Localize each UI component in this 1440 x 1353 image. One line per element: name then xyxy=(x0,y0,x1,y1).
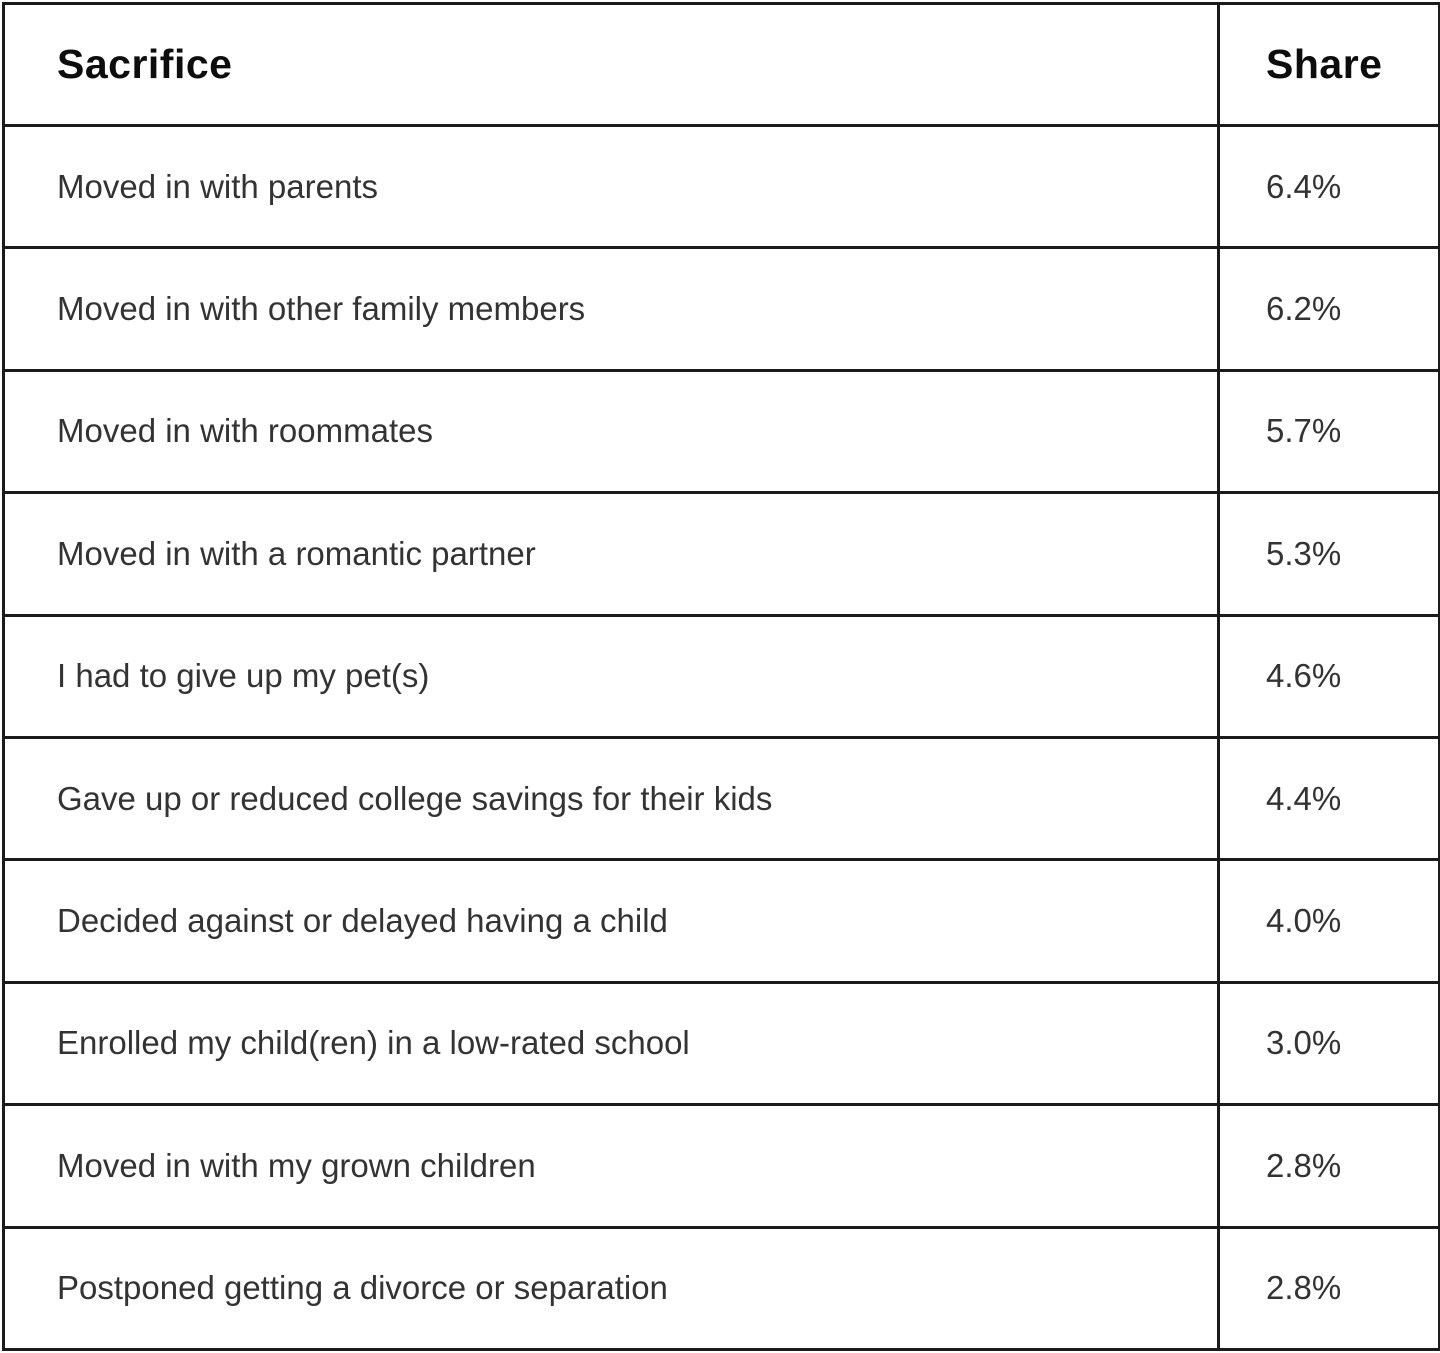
sacrifice-cell: Enrolled my child(ren) in a low-rated sc… xyxy=(2,980,1220,1107)
table-row: Moved in with parents 6.4% xyxy=(2,123,1440,250)
share-cell: 2.8% xyxy=(1217,1103,1440,1229)
column-header-share: Share xyxy=(1217,2,1440,127)
table-row: Postponed getting a divorce or separatio… xyxy=(2,1225,1440,1352)
header-row: Sacrifice Share xyxy=(2,2,1440,127)
table-row: Enrolled my child(ren) in a low-rated sc… xyxy=(2,980,1440,1107)
table-row: Moved in with my grown children 2.8% xyxy=(2,1103,1440,1229)
sacrifice-cell: Postponed getting a divorce or separatio… xyxy=(2,1225,1220,1352)
share-cell: 2.8% xyxy=(1217,1225,1440,1352)
sacrifice-cell: Moved in with other family members xyxy=(2,246,1220,372)
share-cell: 4.4% xyxy=(1217,735,1440,862)
share-cell: 5.7% xyxy=(1217,368,1440,495)
share-cell: 4.6% xyxy=(1217,613,1440,739)
sacrifice-cell: Moved in with my grown children xyxy=(2,1103,1220,1229)
sacrifice-cell: Decided against or delayed having a chil… xyxy=(2,858,1220,984)
table-row: Gave up or reduced college savings for t… xyxy=(2,735,1440,862)
table-row: I had to give up my pet(s) 4.6% xyxy=(2,613,1440,739)
sacrifice-cell: Moved in with parents xyxy=(2,123,1220,250)
table-row: Decided against or delayed having a chil… xyxy=(2,858,1440,984)
share-cell: 3.0% xyxy=(1217,980,1440,1107)
table-body: Moved in with parents 6.4% Moved in with o… xyxy=(2,123,1440,1352)
share-cell: 6.2% xyxy=(1217,246,1440,372)
table-row: Moved in with other family members 6.2% xyxy=(2,246,1440,372)
sacrifice-cell: Gave up or reduced college savings for t… xyxy=(2,735,1220,862)
column-header-sacrifice: Sacrifice xyxy=(2,2,1220,127)
share-cell: 4.0% xyxy=(1217,858,1440,984)
sacrifice-cell: I had to give up my pet(s) xyxy=(2,613,1220,739)
sacrifice-cell: Moved in with a romantic partner xyxy=(2,491,1220,617)
table-row: Moved in with a romantic partner 5.3% xyxy=(2,491,1440,617)
share-cell: 5.3% xyxy=(1217,491,1440,617)
table-row: Moved in with roommates 5.7% xyxy=(2,368,1440,495)
share-cell: 6.4% xyxy=(1217,123,1440,250)
sacrifice-cell: Moved in with roommates xyxy=(2,368,1220,495)
